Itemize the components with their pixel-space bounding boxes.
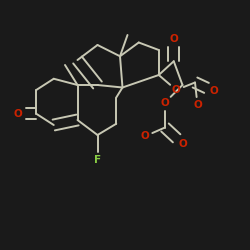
Text: O: O [160,98,170,108]
Text: O: O [140,131,149,141]
Text: O: O [193,100,202,110]
Text: O: O [178,139,187,149]
Text: O: O [210,86,218,96]
Text: O: O [172,85,180,95]
Text: O: O [170,34,178,44]
Text: O: O [14,109,22,119]
Text: F: F [94,155,101,165]
